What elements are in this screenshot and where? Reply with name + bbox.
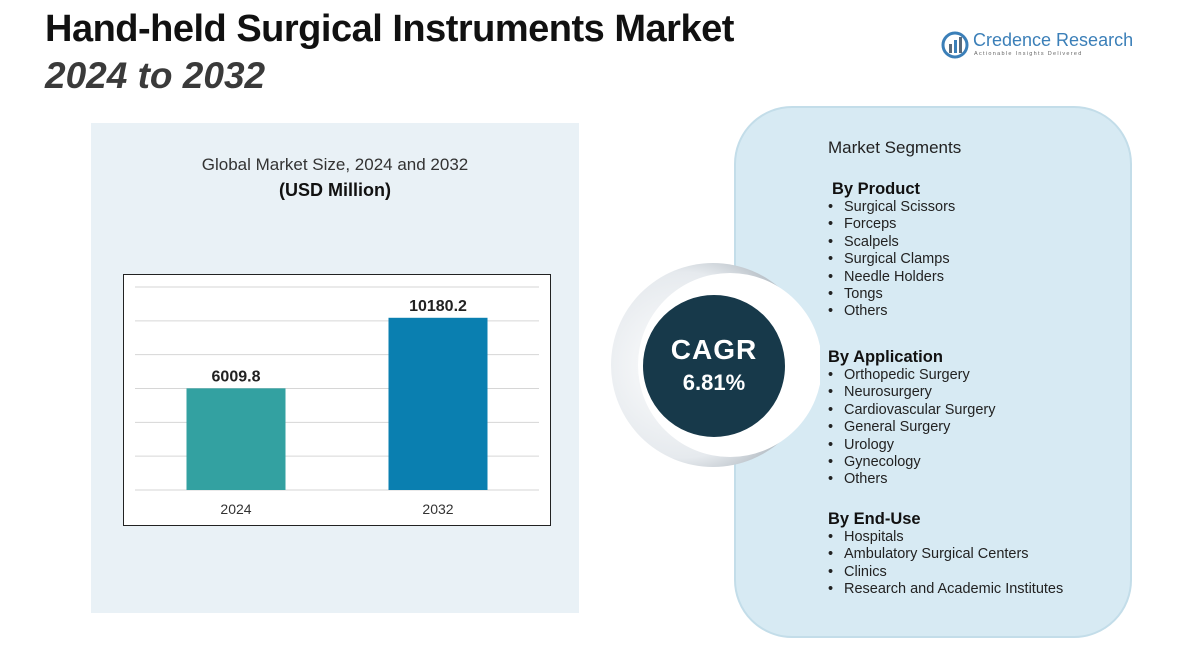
list-item: Others — [828, 471, 996, 489]
brand-logo: Credence Research Actionable Insights De… — [940, 28, 1134, 62]
market-size-chart-panel: Global Market Size, 2024 and 2032 (USD M… — [91, 123, 579, 613]
list-item: Neurosurgery — [828, 384, 996, 402]
bar-chart: 6009.8 2024 10180.2 2032 — [123, 274, 551, 526]
x-tick-label: 2032 — [422, 501, 453, 517]
cagr-value: 6.81% — [682, 370, 746, 395]
segment-list: Hospitals Ambulatory Surgical Centers Cl… — [828, 529, 1063, 599]
bar — [186, 388, 286, 490]
logo-name: Credence Research — [973, 30, 1134, 50]
bar-chart-globe-icon — [941, 31, 969, 59]
segment-group-title: By End-Use — [828, 510, 921, 528]
logo-tagline: Actionable Insights Delivered — [974, 51, 1083, 57]
chart-title: Global Market Size, 2024 and 2032 — [201, 155, 469, 174]
segment-group-product: By Product Surgical Scissors Forceps Sca… — [828, 179, 955, 321]
data-label: 6009.8 — [212, 368, 261, 385]
segment-group-title: By Product — [832, 180, 921, 198]
list-item: Surgical Scissors — [828, 199, 955, 217]
list-item: Gynecology — [828, 454, 996, 472]
list-item: Hospitals — [828, 529, 1063, 547]
chart-subtitle: (USD Million) — [279, 180, 391, 200]
segment-group-end-use: By End-Use Hospitals Ambulatory Surgical… — [828, 509, 1063, 599]
cagr-circle — [639, 291, 789, 441]
data-label: 10180.2 — [409, 298, 467, 315]
list-item: Research and Academic Institutes — [828, 581, 1063, 599]
list-item: Orthopedic Surgery — [828, 367, 996, 385]
list-item: Needle Holders — [828, 269, 955, 287]
segment-list: Orthopedic Surgery Neurosurgery Cardiova… — [828, 367, 996, 489]
list-item: Forceps — [828, 216, 955, 234]
list-item: Clinics — [828, 564, 1063, 582]
list-item: Surgical Clamps — [828, 251, 955, 269]
segment-group-title: By Application — [828, 348, 943, 366]
list-item: Ambulatory Surgical Centers — [828, 546, 1063, 564]
list-item: Scalpels — [828, 234, 955, 252]
list-item: General Surgery — [828, 419, 996, 437]
x-tick-label: 2024 — [220, 501, 251, 517]
segment-group-application: By Application Orthopedic Surgery Neuros… — [828, 347, 996, 489]
page-subtitle: 2024 to 2032 — [45, 55, 266, 96]
bar — [388, 317, 488, 490]
cagr-label: CAGR — [670, 334, 758, 365]
segment-list: Surgical Scissors Forceps Scalpels Surgi… — [828, 199, 955, 321]
segments-heading: Market Segments — [828, 138, 962, 157]
list-item: Others — [828, 303, 955, 321]
cagr-badge: CAGR 6.81% — [610, 262, 820, 472]
list-item: Tongs — [828, 286, 955, 304]
list-item: Cardiovascular Surgery — [828, 402, 996, 420]
list-item: Urology — [828, 437, 996, 455]
page-title: Hand-held Surgical Instruments Market — [45, 8, 734, 50]
